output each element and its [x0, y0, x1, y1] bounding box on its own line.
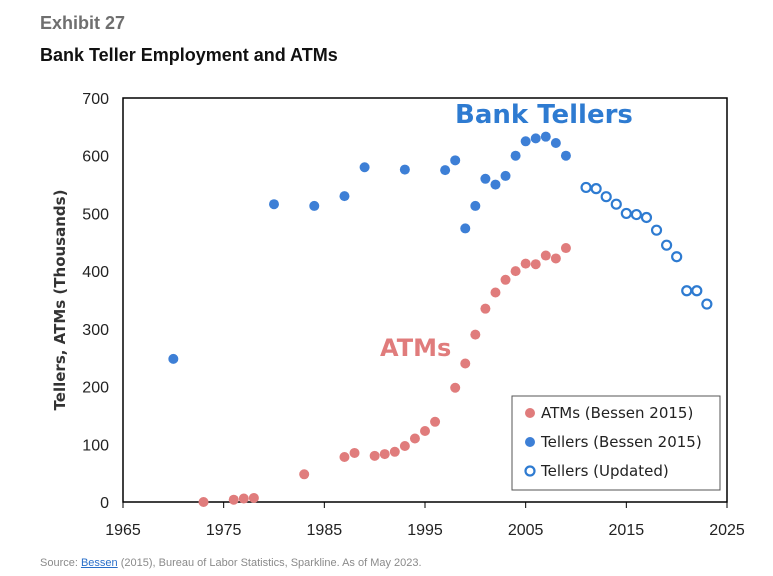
x-tick-label: 1985	[307, 522, 343, 539]
point-series-1	[460, 223, 471, 234]
point-series-1	[550, 138, 561, 149]
y-tick-label: 0	[100, 495, 109, 512]
legend-marker	[524, 465, 536, 477]
point-series-2	[630, 208, 643, 221]
point-series-0	[490, 287, 501, 298]
x-tick-label: 1995	[407, 522, 443, 539]
y-tick-label: 700	[82, 91, 109, 108]
point-series-1	[480, 173, 491, 184]
point-series-2	[681, 285, 693, 297]
point-series-0	[530, 259, 541, 270]
y-tick-label: 500	[82, 206, 109, 223]
point-series-1	[470, 200, 481, 211]
point-series-0	[540, 250, 551, 261]
point-series-0	[550, 253, 561, 264]
chart-title: Bank Teller Employment and ATMs	[40, 45, 338, 65]
point-series-2	[620, 207, 632, 220]
point-series-1	[520, 136, 531, 147]
point-series-1	[440, 165, 451, 176]
point-series-1	[540, 131, 551, 142]
annotation-bank-tellers: Bank Tellers	[455, 100, 633, 130]
legend-marker	[525, 408, 535, 418]
source-note: Source: Bessen (2015), Bureau of Labor S…	[40, 557, 422, 569]
legend-label: Tellers (Updated)	[540, 462, 669, 480]
point-series-2	[660, 239, 673, 251]
legend-marker	[525, 437, 535, 447]
data-points	[168, 131, 713, 507]
point-series-0	[399, 441, 410, 452]
point-series-1	[399, 164, 410, 175]
y-tick-label: 600	[82, 149, 109, 166]
annotation-atms: ATMs	[380, 334, 451, 362]
exhibit-number: Exhibit 27	[40, 13, 126, 33]
point-series-0	[369, 450, 380, 461]
point-series-0	[460, 358, 471, 369]
point-series-2	[650, 224, 663, 236]
source-link-bessen[interactable]: Bessen	[80, 557, 118, 569]
point-series-0	[379, 449, 390, 460]
point-series-0	[299, 469, 310, 480]
y-tick-label: 400	[82, 264, 109, 281]
y-tick-label: 300	[82, 322, 109, 339]
point-series-0	[480, 303, 491, 314]
point-series-0	[198, 497, 209, 507]
point-series-1	[490, 179, 501, 190]
point-series-1	[309, 200, 320, 211]
point-series-0	[389, 446, 400, 457]
point-series-1	[269, 199, 279, 210]
point-series-0	[228, 494, 239, 505]
x-tick-label: 2025	[709, 522, 745, 539]
x-tick-label: 1965	[105, 522, 141, 539]
point-series-0	[420, 426, 430, 437]
point-series-1	[359, 162, 370, 173]
source-text: (2015), Bureau of Labor Statistics, Spar…	[117, 557, 422, 569]
x-tick-label: 2015	[609, 522, 645, 539]
x-tick-label: 2005	[508, 522, 544, 539]
point-series-0	[450, 382, 461, 393]
axes: 1965 1975 1985 1995 2005 2015 2025 0 100 200 300 40…	[51, 91, 745, 539]
point-series-2	[580, 181, 592, 194]
point-series-2	[671, 251, 683, 263]
point-series-1	[560, 150, 571, 161]
point-series-0	[510, 266, 521, 277]
y-tick-label: 200	[82, 380, 109, 397]
point-series-0	[500, 274, 511, 285]
point-series-2	[640, 211, 653, 224]
annotations: Bank Tellers ATMs	[380, 100, 633, 362]
point-series-0	[409, 433, 420, 444]
point-series-0	[430, 416, 441, 427]
y-axis-label: Tellers, ATMs (Thousands)	[51, 190, 69, 411]
point-series-1	[510, 150, 521, 161]
point-series-1	[530, 133, 541, 144]
point-series-0	[349, 447, 360, 458]
point-series-0	[560, 243, 571, 254]
legend-box	[511, 395, 721, 491]
point-series-2	[701, 298, 713, 310]
point-series-1	[450, 155, 461, 166]
legend: ATMs (Bessen 2015) Tellers (Bessen 2015) T…	[511, 395, 721, 491]
point-series-1	[168, 353, 179, 364]
legend-label: ATMs (Bessen 2015)	[541, 404, 693, 422]
y-tick-label: 100	[82, 437, 109, 454]
point-series-0	[248, 492, 259, 503]
point-series-2	[600, 191, 612, 203]
point-series-0	[238, 493, 249, 504]
scatter-chart: 1965 1975 1985 1995 2005 2015 2025 0 100 200 300 40…	[51, 91, 745, 539]
point-series-0	[339, 451, 350, 462]
legend-label: Tellers (Bessen 2015)	[540, 433, 702, 451]
point-series-2	[691, 285, 703, 297]
x-tick-label: 1975	[206, 522, 242, 539]
point-series-1	[339, 191, 350, 202]
point-series-1	[500, 170, 511, 181]
point-series-0	[520, 258, 531, 269]
point-series-2	[610, 198, 622, 210]
point-series-2	[590, 183, 602, 195]
point-series-0	[470, 329, 481, 340]
